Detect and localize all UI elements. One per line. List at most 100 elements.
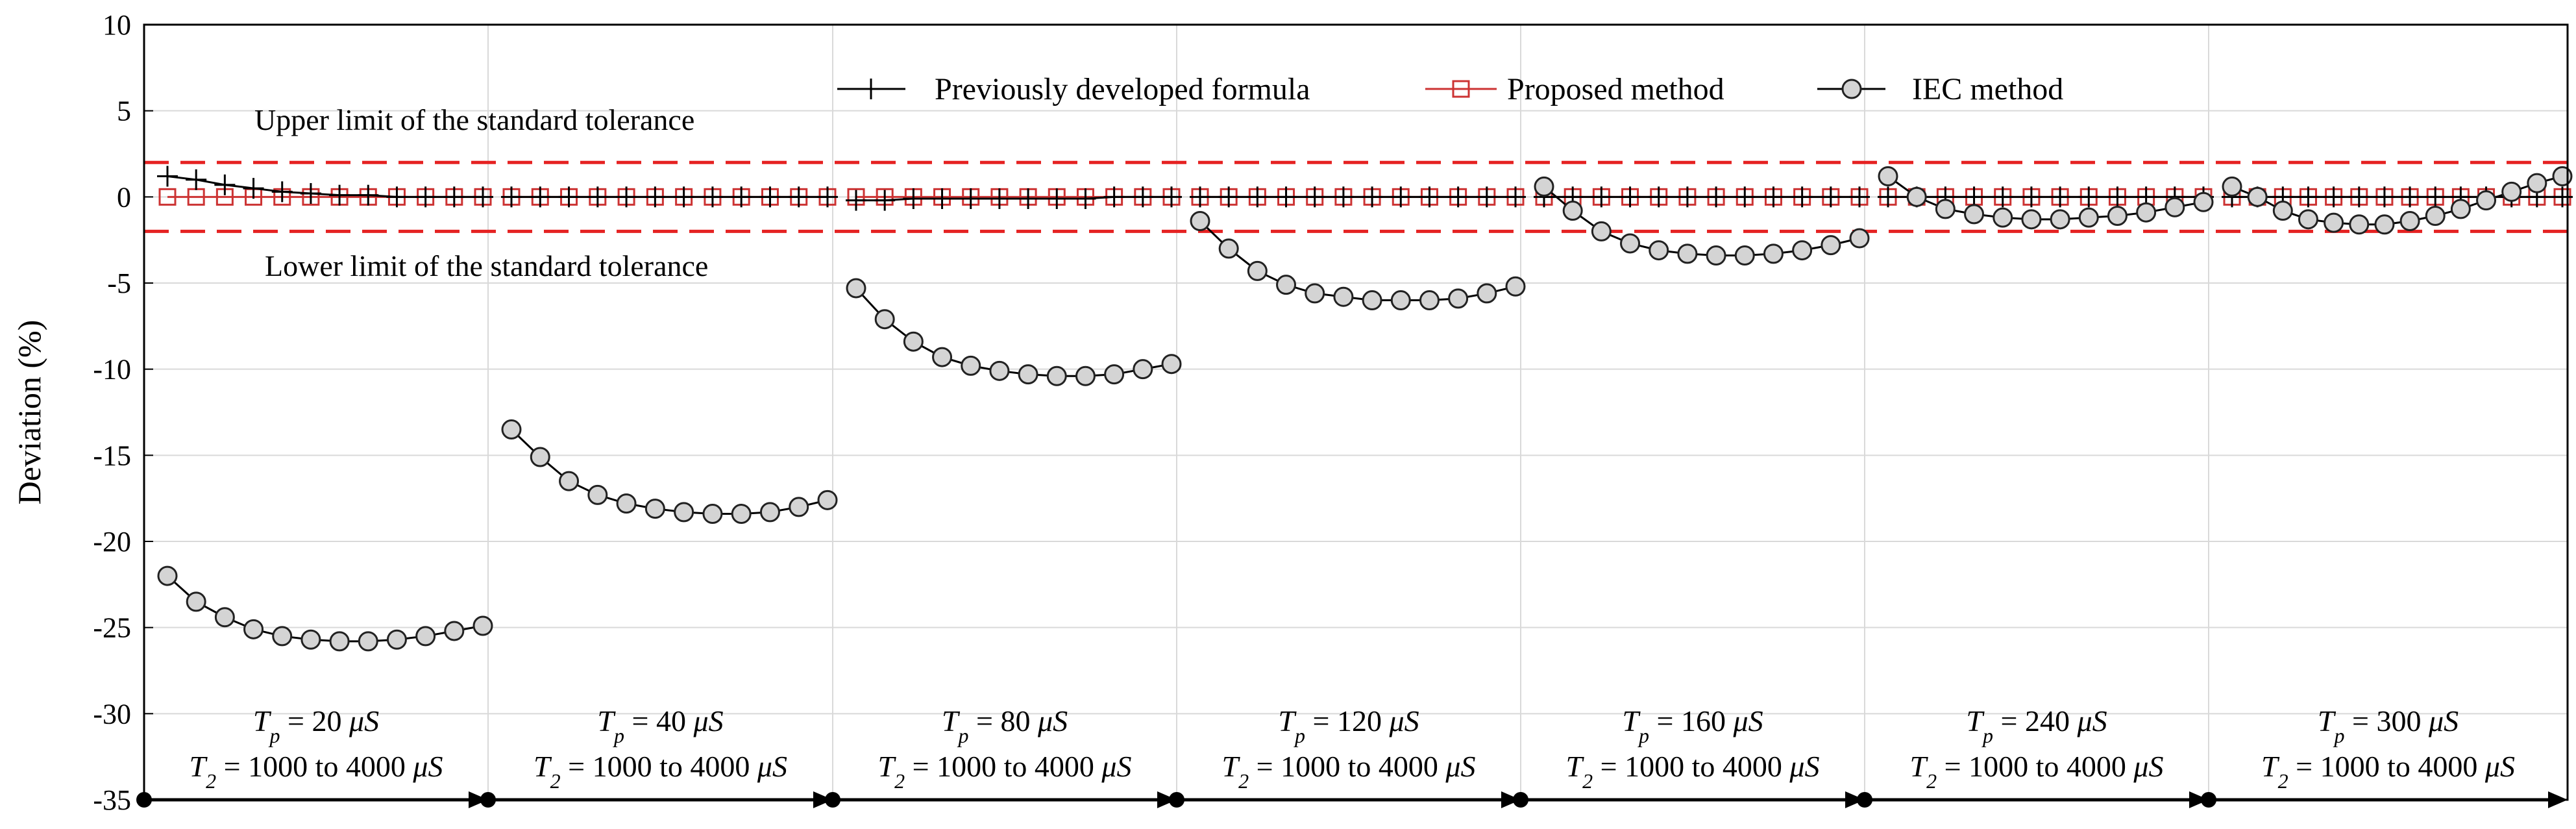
legend-symbol bbox=[1841, 79, 1862, 99]
iec-point bbox=[1104, 364, 1125, 385]
group-4-tp-label: Tp = 160 μS bbox=[1622, 704, 1763, 747]
previous-point bbox=[1878, 186, 1898, 208]
legend-marker-proposed bbox=[1452, 80, 1470, 98]
tp-symbol: T bbox=[1966, 704, 1985, 737]
previous-point bbox=[1046, 188, 1068, 209]
t2-value: = 1000 to 4000 bbox=[2288, 750, 2485, 783]
unit-mu: μ bbox=[1388, 704, 1404, 737]
previous-point bbox=[1161, 186, 1182, 208]
unit-mu: μ bbox=[693, 704, 708, 737]
t2-value: = 1000 to 4000 bbox=[905, 750, 1101, 783]
iec-point bbox=[1218, 238, 1239, 259]
previous-point bbox=[2323, 186, 2344, 208]
tp-subscript: p bbox=[269, 724, 280, 747]
previous-point bbox=[2399, 186, 2421, 208]
previous-point bbox=[2107, 186, 2128, 208]
previous-point bbox=[1676, 186, 1698, 208]
iec-point bbox=[674, 502, 694, 523]
iec-point bbox=[2050, 209, 2070, 230]
iec-point bbox=[1477, 283, 1497, 304]
t2-subscript: 2 bbox=[894, 769, 905, 793]
unit-s: S bbox=[1405, 704, 1419, 737]
unit-mu: μ bbox=[2428, 704, 2444, 737]
y-ticks: 10 5 0 -5 -10 -15 -20 -25 -30 -35 bbox=[93, 9, 153, 816]
tp-symbol: T bbox=[253, 704, 272, 737]
unit-s: S bbox=[428, 750, 443, 783]
iec-point bbox=[1906, 186, 1927, 207]
previous-point bbox=[1791, 186, 1813, 208]
previous-point bbox=[1419, 186, 1440, 208]
tp-value: = 40 bbox=[624, 704, 693, 737]
legend-symbol bbox=[1452, 80, 1470, 98]
iec-point bbox=[329, 631, 350, 652]
y-axis-title: Deviation (%) bbox=[11, 320, 47, 505]
t2-value: = 1000 to 4000 bbox=[1593, 750, 1789, 783]
unit-s: S bbox=[2444, 704, 2459, 737]
iec-point bbox=[644, 499, 665, 519]
previous-point bbox=[1075, 188, 1096, 209]
iec-point bbox=[2425, 206, 2446, 227]
group-1-tp-label: Tp = 40 μS bbox=[597, 704, 723, 747]
previous-point bbox=[186, 169, 207, 190]
iec-point bbox=[1591, 221, 1612, 241]
iec-point bbox=[1133, 359, 1153, 380]
previous-point bbox=[2050, 186, 2071, 208]
previous-point bbox=[587, 186, 608, 208]
previous-point bbox=[1103, 186, 1125, 208]
previous-point bbox=[558, 186, 580, 208]
previous-point bbox=[300, 183, 321, 204]
iec-point bbox=[2272, 201, 2293, 221]
iec-point bbox=[444, 621, 465, 641]
previous-point bbox=[415, 186, 436, 208]
tp-symbol: T bbox=[1278, 704, 1297, 737]
iec-point bbox=[1362, 290, 1382, 311]
iec-point bbox=[1390, 290, 1411, 311]
previous-point bbox=[702, 186, 723, 208]
iec-point bbox=[616, 493, 637, 514]
previous-point bbox=[1362, 186, 1383, 208]
group-0-t2-label: T2 = 1000 to 4000 μS bbox=[190, 750, 443, 793]
previous-point bbox=[2078, 186, 2100, 208]
previous-point bbox=[903, 188, 924, 209]
t2-value: = 1000 to 4000 bbox=[1937, 750, 2133, 783]
previous-point bbox=[1706, 186, 1727, 208]
iec-point bbox=[817, 489, 838, 510]
unit-s: S bbox=[709, 704, 724, 737]
t2-symbol: T bbox=[2261, 750, 2280, 783]
legend: Previously developed formula Proposed me… bbox=[837, 72, 2063, 106]
previous-point bbox=[817, 186, 838, 208]
iec-point bbox=[1763, 243, 1784, 264]
tp-value: = 240 bbox=[1993, 704, 2077, 737]
iec-point bbox=[1649, 240, 1669, 261]
group-6-series bbox=[2222, 166, 2573, 235]
iec-point bbox=[2165, 197, 2185, 217]
iec-point bbox=[1677, 243, 1698, 264]
previous-point bbox=[443, 186, 465, 208]
iec-point bbox=[2450, 199, 2471, 219]
y-tick-label: 0 bbox=[117, 181, 131, 213]
iec-point bbox=[2349, 214, 2370, 235]
unit-mu: μ bbox=[1037, 704, 1053, 737]
unit-s: S bbox=[1748, 704, 1763, 737]
previous-point bbox=[329, 184, 350, 206]
iec-point bbox=[1276, 275, 1297, 295]
iec-point bbox=[2247, 186, 2268, 207]
previous-point bbox=[2348, 186, 2370, 208]
t2-value: = 1000 to 4000 bbox=[1249, 750, 1445, 783]
legend-symbol bbox=[861, 79, 881, 99]
t2-symbol: T bbox=[878, 750, 897, 783]
tp-subscript: p bbox=[613, 724, 624, 747]
previous-point bbox=[1734, 186, 1756, 208]
iec-point bbox=[2374, 214, 2395, 235]
group-1-t2-label: T2 = 1000 to 4000 μS bbox=[534, 750, 787, 793]
iec-point bbox=[472, 615, 493, 636]
iec-point bbox=[1935, 199, 1956, 219]
iec-point bbox=[2136, 202, 2157, 223]
tp-subscript: p bbox=[1981, 724, 1993, 747]
t2-symbol: T bbox=[190, 750, 208, 783]
iec-point bbox=[1247, 260, 1268, 281]
previous-point bbox=[1849, 186, 1870, 208]
iec-point bbox=[932, 347, 953, 367]
previous-point bbox=[2020, 186, 2042, 208]
